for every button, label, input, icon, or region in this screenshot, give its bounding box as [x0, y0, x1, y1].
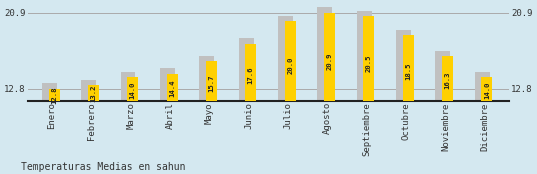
- Text: 15.7: 15.7: [208, 74, 214, 92]
- Bar: [396, 30, 411, 101]
- Bar: [88, 85, 99, 101]
- Text: 16.3: 16.3: [445, 72, 451, 89]
- Bar: [278, 16, 293, 101]
- Bar: [127, 77, 138, 101]
- Text: 12.8: 12.8: [51, 86, 57, 104]
- Bar: [403, 35, 413, 101]
- Text: 20.9: 20.9: [326, 52, 332, 70]
- Bar: [364, 16, 374, 101]
- Bar: [317, 7, 332, 101]
- Text: 14.0: 14.0: [484, 81, 490, 99]
- Text: 20.5: 20.5: [366, 54, 372, 72]
- Bar: [160, 68, 175, 101]
- Bar: [199, 56, 214, 101]
- Bar: [324, 13, 335, 101]
- Bar: [206, 61, 217, 101]
- Bar: [120, 72, 135, 101]
- Bar: [475, 72, 490, 101]
- Text: 13.2: 13.2: [90, 85, 96, 102]
- Bar: [481, 77, 492, 101]
- Bar: [436, 51, 451, 101]
- Bar: [245, 44, 256, 101]
- Text: 14.0: 14.0: [130, 81, 136, 99]
- Text: Temperaturas Medias en sahun: Temperaturas Medias en sahun: [21, 162, 186, 172]
- Bar: [238, 38, 253, 101]
- Text: 18.5: 18.5: [405, 62, 411, 80]
- Bar: [42, 83, 57, 101]
- Bar: [285, 21, 296, 101]
- Bar: [48, 89, 60, 101]
- Bar: [442, 56, 453, 101]
- Bar: [81, 80, 96, 101]
- Text: 20.0: 20.0: [287, 56, 293, 74]
- Bar: [357, 11, 372, 101]
- Text: 14.4: 14.4: [169, 80, 175, 97]
- Text: 17.6: 17.6: [248, 66, 254, 84]
- Bar: [166, 74, 178, 101]
